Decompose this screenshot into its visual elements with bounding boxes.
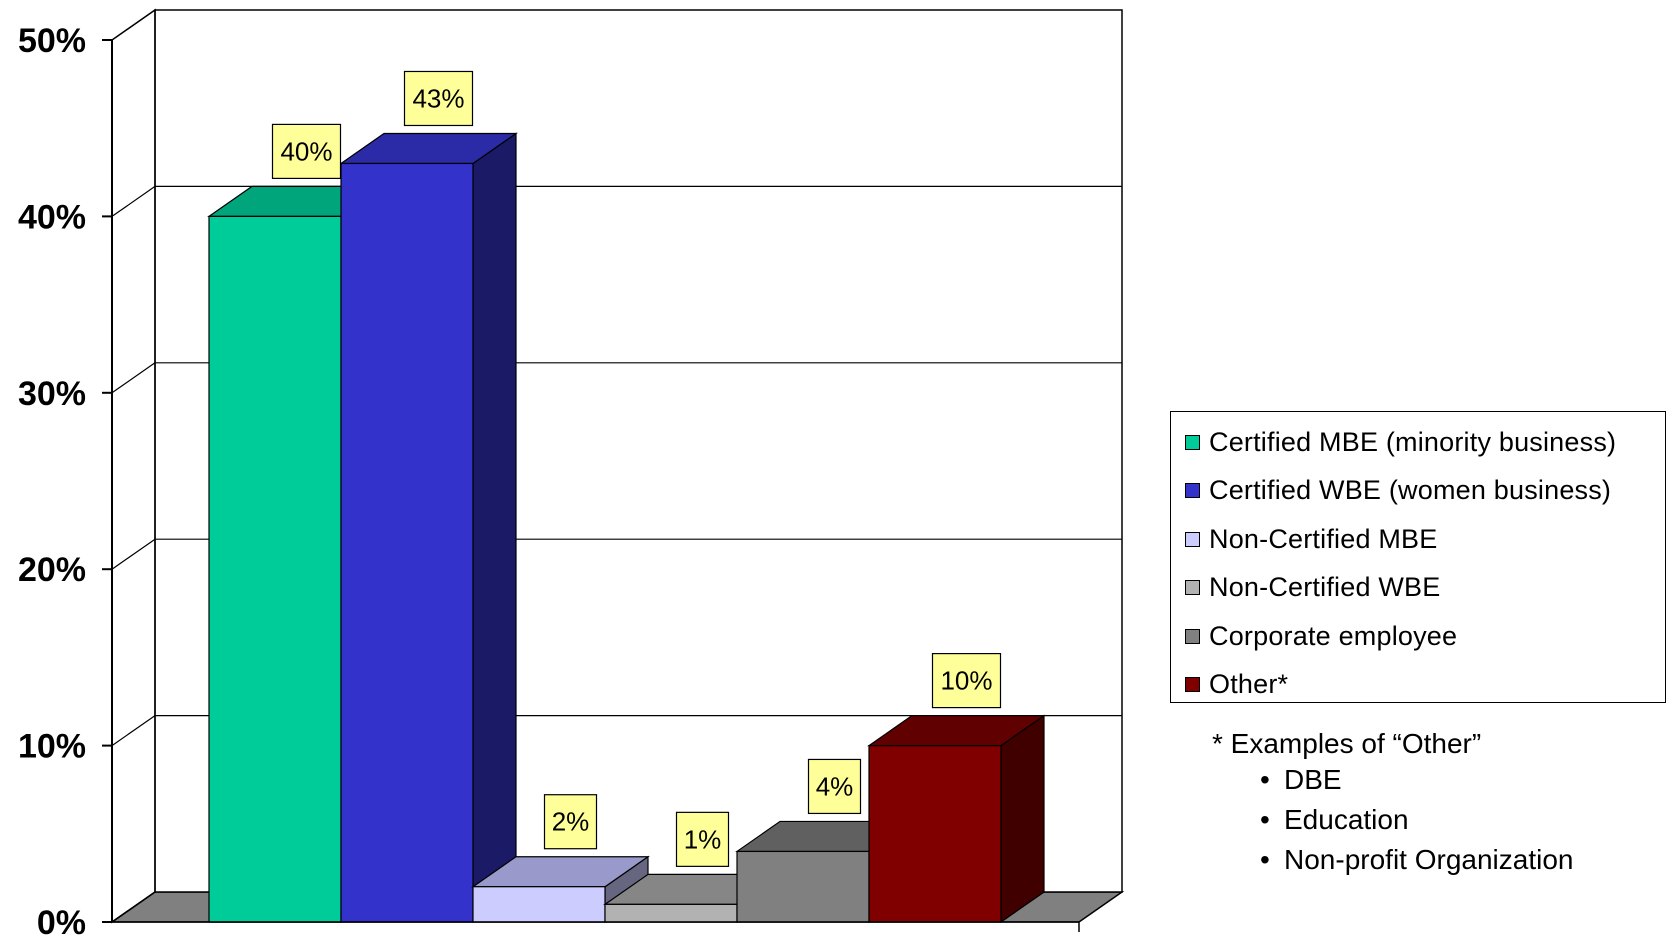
legend-label: Other* [1209,669,1289,699]
data-label-box [675,811,730,867]
data-label-box [543,794,598,850]
data-label: 2% [543,794,598,850]
bar-front [208,215,342,923]
data-label: 1% [675,811,730,867]
bar-front [736,850,870,923]
legend-label: Corporate employee [1209,620,1458,651]
data-label-text: 10% [940,666,992,696]
y-axis: 0% 10% 20% 30% 40% 50% [18,22,1080,937]
side-wall [111,8,156,924]
data-label: 4% [807,758,862,815]
legend-label: Non-Certified MBE [1209,523,1438,554]
data-label-text: 1% [684,824,722,854]
legend-label: Non-Certified WBE [1209,572,1441,602]
note-item: • Non-profit Organization [1260,844,1574,875]
bar-side [1000,714,1045,924]
data-label: 40% [271,123,342,180]
gridline-side [111,715,156,747]
gridline-side [111,538,156,570]
legend-swatch [1185,580,1200,595]
y-tick-label: 30% [18,375,86,413]
bar-front [340,162,474,923]
legend-item: Non-Certified WBE [1185,572,1440,604]
legend-item: Non-Certified MBE [1185,523,1437,555]
bar [471,855,650,924]
data-label-text: 43% [412,83,464,113]
y-tick-label: 0% [37,904,86,937]
gridline-side [111,362,156,394]
data-label-box [403,70,474,127]
legend-swatch [1185,434,1200,450]
y-tick-label: 50% [18,22,86,60]
legend-label: Certified WBE (women business) [1209,475,1612,505]
bar-front [604,903,738,923]
data-label-box [931,652,1002,709]
legend-item: Other* [1185,669,1288,701]
note-item: • Education [1260,804,1409,835]
y-tick-label: 10% [18,728,86,766]
chart: 0% 10% 20% 30% 40% 50% 40% 43% 2% 1% 4% 10% [18,8,1125,937]
legend-swatch [1185,483,1200,498]
bars [207,132,1046,924]
bar [867,714,1046,924]
data-label: 43% [403,70,474,127]
legend-label: Certified MBE (minority business) [1209,426,1617,457]
gridline-side [111,185,156,217]
bar-front [472,886,606,923]
bar-front [868,744,1002,923]
y-tick-label: 40% [18,198,86,236]
legend: Certified MBE (minority business) Certifi… [1170,411,1666,703]
y-tick-label: 20% [18,551,86,589]
legend-item: Corporate employee [1185,620,1457,652]
bar [339,132,518,924]
data-label-text: 2% [552,807,590,837]
data-label-box [807,758,862,815]
other-examples-note: * Examples of “Other” • DBE • Education • N… [1212,728,1573,880]
legend-swatch [1185,531,1200,547]
data-label-box [271,123,342,180]
data-labels: 40% 43% 2% 1% 4% 10% [271,70,1002,867]
legend-item: Certified WBE (women business) [1185,475,1611,507]
data-label: 10% [931,652,1002,709]
note-title: * Examples of “Other” [1212,728,1482,759]
legend-swatch [1185,628,1200,644]
note-list: • DBE • Education • Non-profit Organization [1212,760,1573,880]
data-label-text: 4% [816,771,854,801]
legend-swatch [1185,677,1200,692]
legend-item: Certified MBE (minority business) [1185,426,1616,458]
note-item: • DBE [1260,764,1342,795]
data-label-text: 40% [280,136,332,166]
bar-side [472,132,517,924]
